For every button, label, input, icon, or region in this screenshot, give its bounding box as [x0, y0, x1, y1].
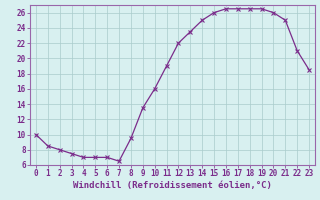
X-axis label: Windchill (Refroidissement éolien,°C): Windchill (Refroidissement éolien,°C) [73, 181, 272, 190]
